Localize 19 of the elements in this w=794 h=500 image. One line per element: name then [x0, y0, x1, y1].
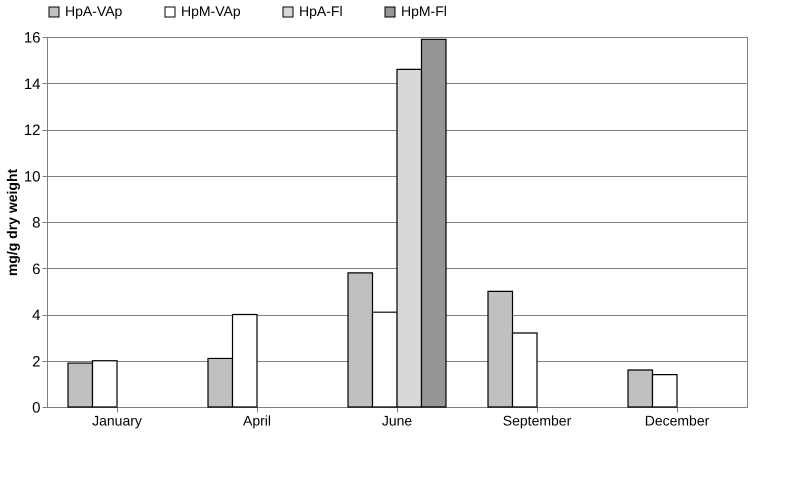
x-tick-label: January	[92, 412, 142, 428]
legend-label: HpA-VAp	[65, 3, 123, 19]
x-tick-label: June	[382, 412, 412, 428]
y-tick-label: 10	[24, 168, 40, 186]
y-tick-label: 12	[24, 122, 40, 139]
y-axis-title: mg/g dry weight	[4, 168, 20, 276]
y-tick-label: 16	[24, 30, 40, 46]
y-tick-label: 0	[32, 400, 40, 416]
y-tick-label: 6	[32, 260, 40, 278]
y-tick-label: 4	[32, 307, 40, 324]
legend-label: HpM-VAp	[181, 3, 241, 19]
x-tick-label: December	[644, 412, 710, 428]
legend-label: HpM-Fl	[401, 3, 447, 19]
y-tick-label: 14	[24, 76, 40, 93]
x-tick-label: September	[502, 412, 572, 428]
x-tick-label: April	[242, 412, 272, 428]
legend-label: HpA-Fl	[299, 3, 343, 19]
y-tick-label: 8	[32, 214, 40, 232]
y-tick-label: 2	[32, 353, 40, 370]
